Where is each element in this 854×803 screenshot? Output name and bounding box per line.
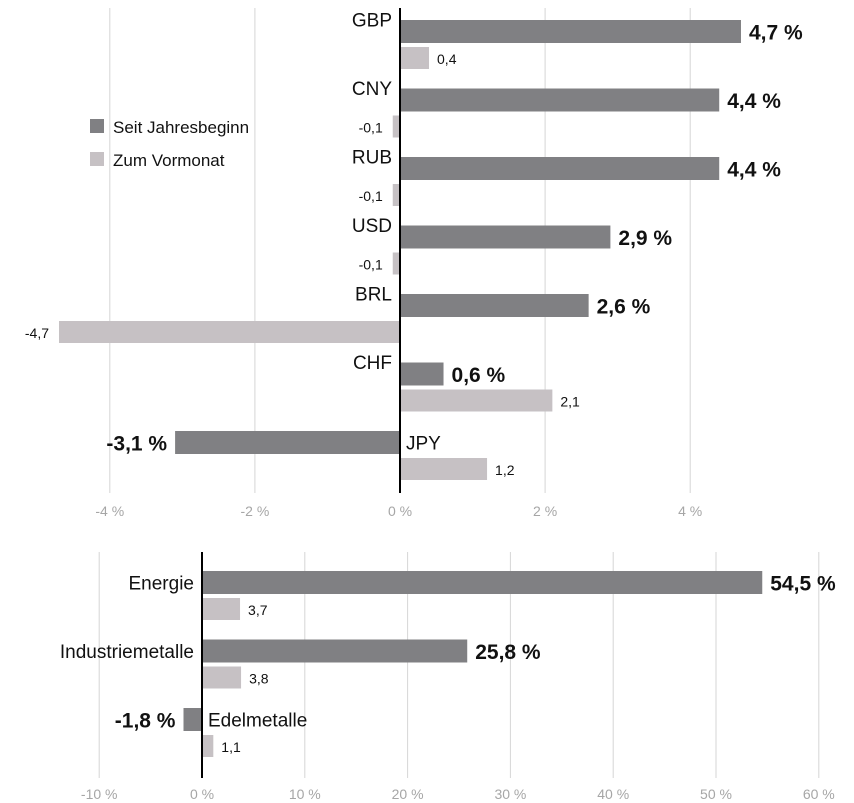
bar-cny-zum-vormonat — [392, 115, 400, 138]
data-label-usd-seit-jahresbeginn: 2,9 % — [618, 227, 672, 250]
bar-brl-seit-jahresbeginn — [400, 294, 589, 317]
bar-usd-seit-jahresbeginn — [400, 225, 611, 249]
bar-rub-seit-jahresbeginn — [400, 157, 720, 180]
bar-energie-seit-jahresbeginn — [202, 571, 763, 594]
data-label-jpy-zum-vormonat: 1,2 — [495, 462, 515, 478]
category-label-energie: Energie — [129, 574, 195, 595]
bar-chf-seit-jahresbeginn — [400, 362, 444, 386]
data-label-industriemetalle-seit-jahresbeginn: 25,8 % — [475, 641, 541, 664]
x-tick-label: 0 % — [190, 786, 214, 802]
x-tick-label: -10 % — [81, 786, 118, 802]
x-tick-label: 4 % — [678, 503, 702, 519]
x-tick-label: 60 % — [803, 786, 835, 802]
category-label-gbp: GBP — [352, 11, 392, 32]
x-tick-label: 30 % — [494, 786, 526, 802]
x-tick-label: 20 % — [392, 786, 424, 802]
data-label-edelmetalle-seit-jahresbeginn: -1,8 % — [115, 710, 176, 733]
bar-gbp-zum-vormonat — [400, 47, 430, 69]
legend-label-seit-jahresbeginn: Seit Jahresbeginn — [113, 118, 249, 137]
bar-chf-zum-vormonat — [400, 389, 553, 412]
data-label-industriemetalle-zum-vormonat: 3,8 — [249, 671, 269, 687]
data-label-chf-zum-vormonat: 2,1 — [560, 394, 580, 410]
data-label-cny-seit-jahresbeginn: 4,4 % — [727, 90, 781, 113]
bar-usd-zum-vormonat — [392, 252, 400, 275]
category-label-rub: RUB — [352, 148, 392, 169]
data-label-brl-zum-vormonat: -4,7 — [25, 325, 49, 341]
legend-swatch-seit-jahresbeginn — [90, 119, 104, 133]
data-label-edelmetalle-zum-vormonat: 1,1 — [221, 739, 241, 755]
x-tick-label: 50 % — [700, 786, 732, 802]
x-tick-label: 2 % — [533, 503, 557, 519]
data-label-gbp-zum-vormonat: 0,4 — [437, 51, 457, 67]
bar-industriemetalle-seit-jahresbeginn — [202, 639, 468, 663]
data-label-jpy-seit-jahresbeginn: -3,1 % — [106, 433, 167, 456]
bar-gbp-seit-jahresbeginn — [400, 20, 741, 43]
category-label-edelmetalle: Edelmetalle — [208, 711, 307, 732]
data-label-rub-seit-jahresbeginn: 4,4 % — [727, 159, 781, 182]
legend: Seit Jahresbeginn Zum Vormonat — [90, 118, 249, 170]
data-label-chf-seit-jahresbeginn: 0,6 % — [452, 364, 506, 387]
category-label-industriemetalle: Industriemetalle — [60, 642, 194, 663]
x-tick-label: -2 % — [241, 503, 270, 519]
category-label-cny: CNY — [352, 79, 392, 100]
bar-jpy-zum-vormonat — [400, 458, 488, 480]
x-tick-label: 10 % — [289, 786, 321, 802]
bar-cny-seit-jahresbeginn — [400, 88, 720, 112]
data-label-gbp-seit-jahresbeginn: 4,7 % — [749, 22, 803, 45]
legend-label-zum-vormonat: Zum Vormonat — [113, 151, 225, 170]
data-label-energie-seit-jahresbeginn: 54,5 % — [770, 573, 836, 596]
bar-edelmetalle-zum-vormonat — [202, 735, 214, 757]
bar-edelmetalle-seit-jahresbeginn — [183, 708, 202, 731]
currency-chart: -4 % -2 % 0 % 2 % 4 % 4,7 % 0,4 GBP 4,4 % -0,1 CNY… — [25, 8, 803, 519]
data-label-brl-seit-jahresbeginn: 2,6 % — [597, 296, 651, 319]
category-label-chf: CHF — [353, 353, 392, 374]
commodity-chart: -10 % 0 % 10 % 20 % 30 % 40 % 50 % 60 % 54,5 % 3,… — [60, 552, 836, 802]
bar-brl-zum-vormonat — [59, 321, 400, 343]
category-label-jpy: JPY — [406, 434, 441, 455]
category-label-brl: BRL — [355, 285, 392, 306]
bar-energie-zum-vormonat — [202, 598, 241, 620]
data-label-rub-zum-vormonat: -0,1 — [359, 188, 383, 204]
category-label-usd: USD — [352, 216, 392, 237]
bar-industriemetalle-zum-vormonat — [202, 666, 242, 689]
x-tick-label: -4 % — [95, 503, 124, 519]
data-label-usd-zum-vormonat: -0,1 — [359, 257, 383, 273]
x-tick-label: 0 % — [388, 503, 412, 519]
bar-rub-zum-vormonat — [392, 184, 400, 206]
x-tick-label: 40 % — [597, 786, 629, 802]
data-label-energie-zum-vormonat: 3,7 — [248, 602, 268, 618]
legend-swatch-zum-vormonat — [90, 152, 104, 166]
bar-jpy-seit-jahresbeginn — [175, 431, 400, 454]
data-label-cny-zum-vormonat: -0,1 — [359, 120, 383, 136]
